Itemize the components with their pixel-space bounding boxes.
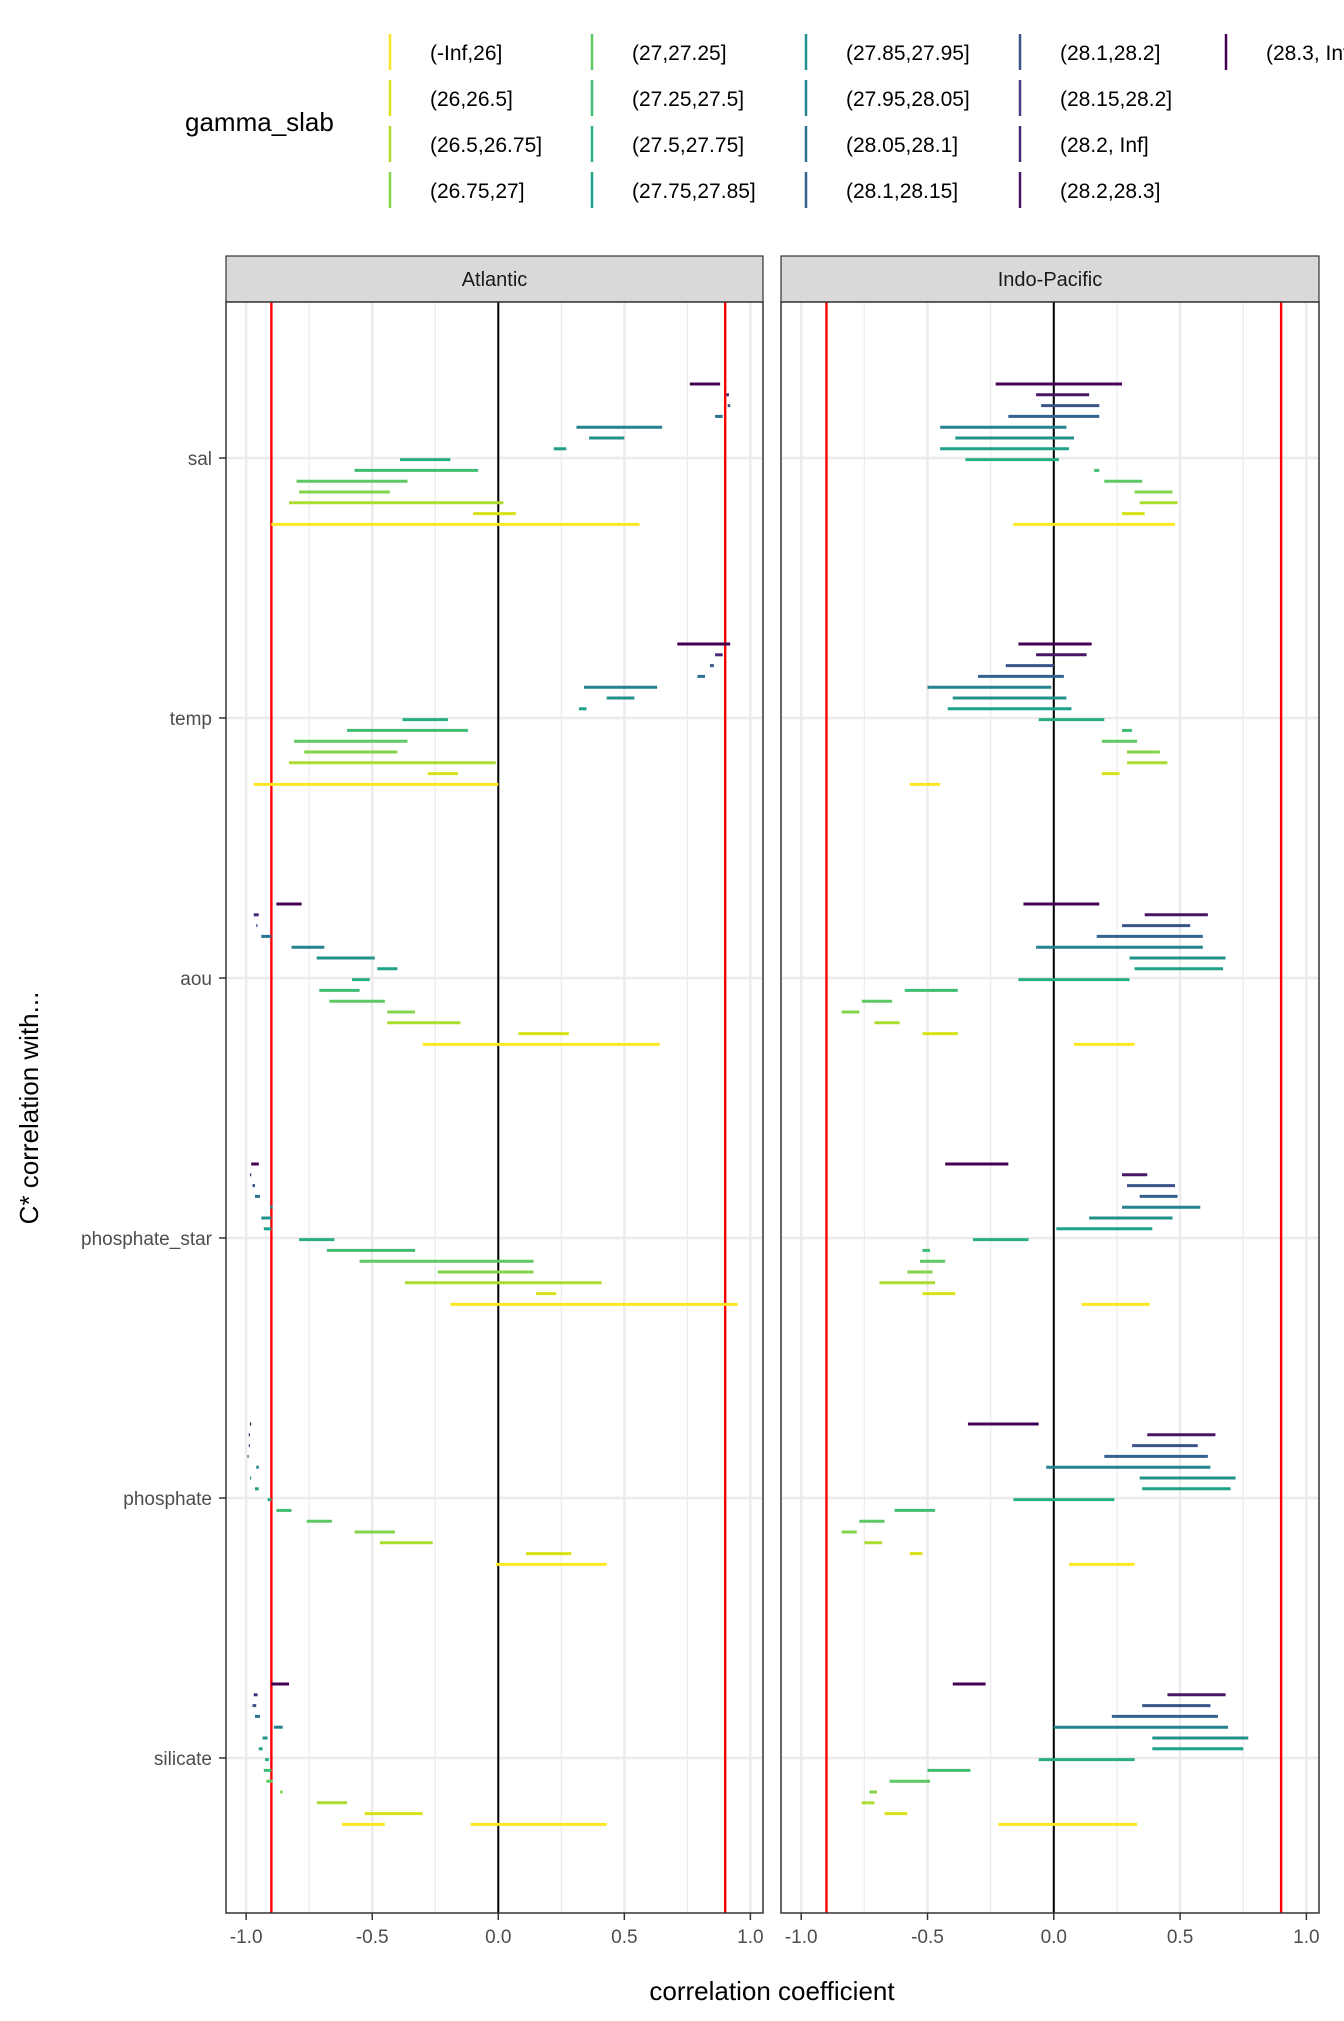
- panel-background: [781, 302, 1319, 1913]
- legend-label: (28.2, Inf]: [1060, 134, 1149, 157]
- x-tick-label: -0.5: [356, 1927, 389, 1948]
- legend-label: (27.95,28.05]: [846, 88, 970, 111]
- x-tick-label: 1.0: [737, 1927, 763, 1948]
- legend-label: (26.5,26.75]: [430, 134, 542, 157]
- legend: gamma_slab (-Inf,26] (26,26.5] (26.5,26.75…: [185, 34, 1344, 208]
- panel-border: [780, 301, 1320, 1914]
- x-tick-label: 0.5: [1167, 1927, 1193, 1948]
- legend-label: (28.15,28.2]: [1060, 88, 1172, 111]
- x-tick-label: 0.0: [485, 1927, 511, 1948]
- y-axis: sal temp aou phosphate_star phosphate silicat…: [81, 449, 226, 1770]
- x-axis-title: correlation coefficient: [649, 1976, 895, 2006]
- panel-border: [225, 301, 764, 1914]
- legend-label: (27,27.25]: [632, 42, 727, 65]
- legend-label: (27.75,27.85]: [632, 180, 756, 203]
- panel-indo-pacific: Indo-Pacific -1.0 -0.5 0.0 0.5 1.0: [780, 255, 1320, 1948]
- y-tick-label: phosphate_star: [81, 1229, 213, 1250]
- panel-atlantic: Atlantic -1.0 -0.5 0.0 0.5 1.0: [225, 255, 764, 1948]
- legend-label: (27.5,27.75]: [632, 134, 744, 157]
- panel-strip: [225, 255, 764, 303]
- x-tick-label: 0.0: [1041, 1927, 1067, 1948]
- legend-label: (-Inf,26]: [430, 42, 502, 65]
- panel-strip-label: Atlantic: [462, 269, 528, 291]
- y-tick-label: sal: [188, 449, 212, 470]
- x-tick-label: 0.5: [611, 1927, 637, 1948]
- legend-label: (28.1,28.2]: [1060, 42, 1160, 65]
- y-tick-label: temp: [170, 709, 212, 730]
- legend-label: (28.05,28.1]: [846, 134, 958, 157]
- legend-label: (27.85,27.95]: [846, 42, 970, 65]
- legend-label: (28.1,28.15]: [846, 180, 958, 203]
- legend-items: (-Inf,26] (26,26.5] (26.5,26.75] (26.75,27]…: [388, 34, 1344, 208]
- panel-background: [226, 302, 763, 1913]
- legend-label: (26.75,27]: [430, 180, 525, 203]
- y-tick-label: phosphate: [123, 1489, 212, 1510]
- panel-strip-label: Indo-Pacific: [998, 269, 1103, 291]
- x-tick-label: -0.5: [911, 1927, 944, 1948]
- legend-label: (28.3, Inf]: [1266, 42, 1344, 65]
- x-tick-label: 1.0: [1293, 1927, 1319, 1948]
- x-tick-label: -1.0: [785, 1927, 818, 1948]
- legend-label: (28.2,28.3]: [1060, 180, 1160, 203]
- x-tick-label: -1.0: [230, 1927, 263, 1948]
- panel-strip: [780, 255, 1320, 303]
- y-tick-label: silicate: [154, 1749, 212, 1770]
- legend-label: (26,26.5]: [430, 88, 513, 111]
- legend-title: gamma_slab: [185, 107, 334, 137]
- legend-label: (27.25,27.5]: [632, 88, 744, 111]
- panels: Atlantic -1.0 -0.5 0.0 0.5 1.0 Indo-Pacific -1.…: [225, 255, 1320, 1948]
- y-tick-label: aou: [180, 969, 212, 990]
- y-axis-title: C* correlation with...: [14, 992, 44, 1225]
